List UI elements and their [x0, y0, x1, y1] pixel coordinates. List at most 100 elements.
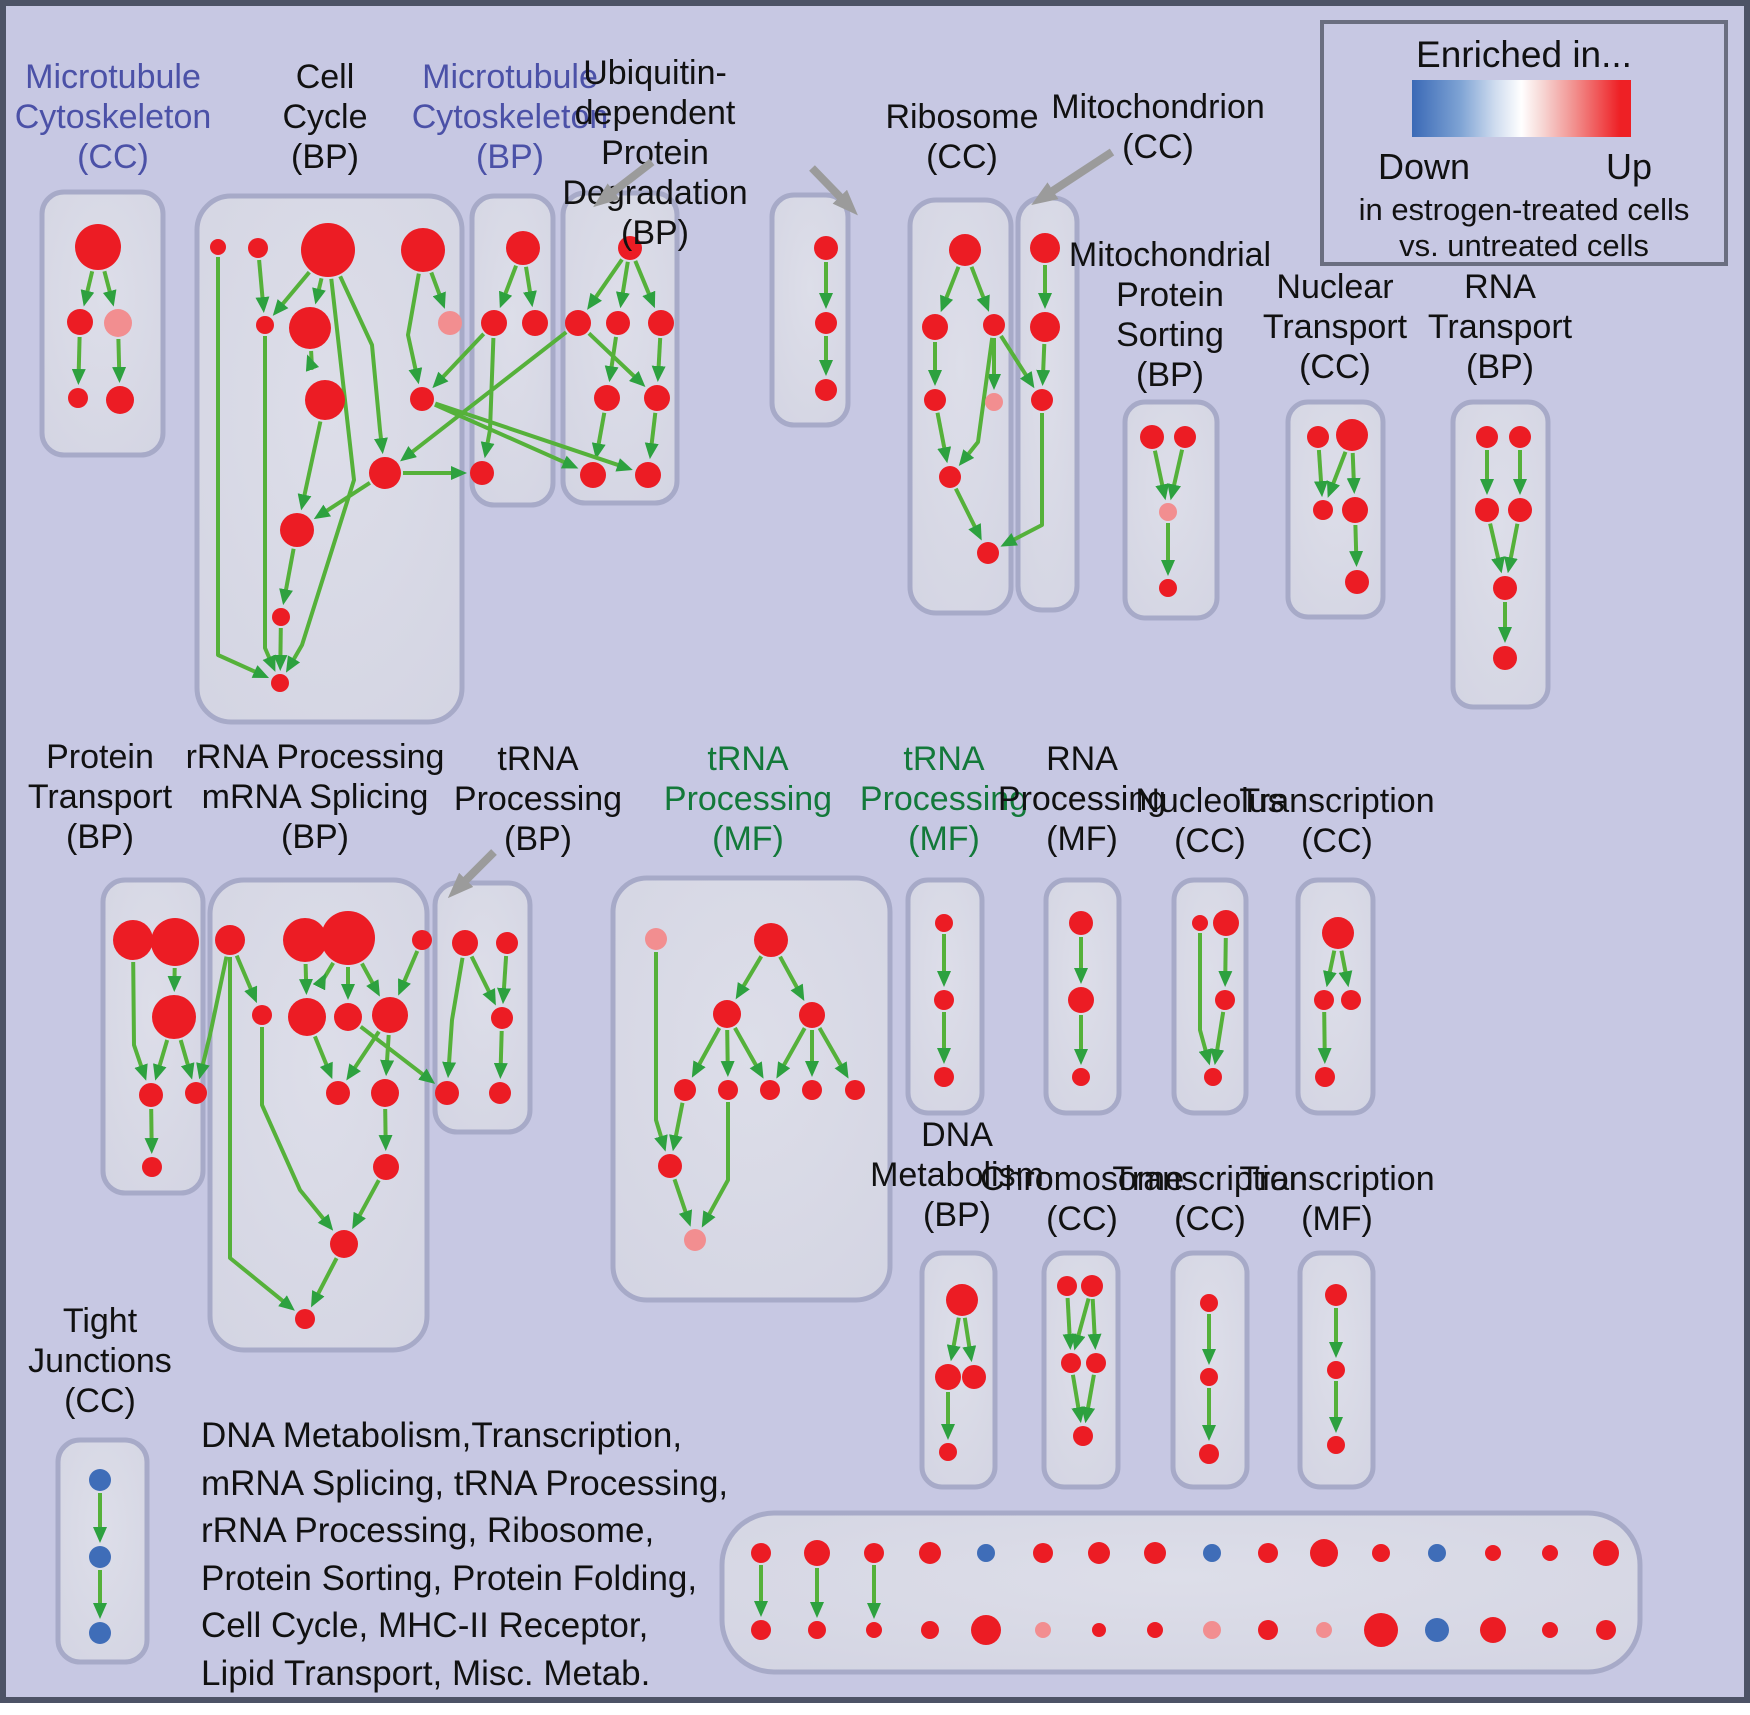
edge-arrow: [1000, 413, 1044, 547]
go-term-node: [1088, 1542, 1110, 1564]
go-term-node: [644, 385, 670, 411]
cluster-label-dna-metabolism: Metabolism: [870, 1156, 1044, 1194]
edge-arrow: [1070, 1374, 1086, 1424]
go-term-node: [89, 1469, 111, 1491]
cluster-label-mito-protein-sorting: Protein: [1116, 276, 1224, 314]
cluster-label-transcription-cc-2: Transcription: [1112, 1160, 1307, 1198]
go-term-node: [939, 1443, 957, 1461]
cluster-label-ubiquitin-degradation: (BP): [621, 214, 689, 252]
go-term-node: [977, 1544, 995, 1562]
edge-arrow: [262, 336, 276, 672]
go-term-node: [799, 1002, 825, 1028]
cluster-label-rna-transport: RNA: [1464, 268, 1536, 306]
cluster-label-chromosome: (CC): [1046, 1200, 1118, 1238]
go-term-node: [804, 1540, 830, 1566]
go-term-node: [1174, 426, 1196, 448]
go-term-node: [751, 1543, 771, 1563]
cluster-label-cell-cycle: Cell: [296, 58, 355, 96]
label-pointer-arrow: [447, 849, 497, 899]
cluster-box-microtubule-bp: [469, 193, 556, 508]
go-term-node: [334, 1003, 362, 1031]
cluster-label-nucleolus: Nucleolus: [1135, 782, 1284, 820]
edge-arrow: [1218, 937, 1233, 987]
edge-arrow: [433, 402, 579, 469]
edge-arrow: [672, 1178, 693, 1227]
go-term-node: [1542, 1622, 1558, 1638]
note-line: DNA Metabolism,Transcription,: [201, 1416, 683, 1455]
cluster-label-transcription-mf: Transcription: [1239, 1160, 1434, 1198]
note-line: rRNA Processing, Ribosome,: [201, 1511, 655, 1550]
edge-arrow: [720, 1029, 735, 1077]
go-term-node: [369, 457, 401, 489]
go-term-node: [1316, 1622, 1332, 1638]
go-term-node: [658, 1154, 682, 1178]
cluster-label-cell-cycle: Cycle: [282, 98, 367, 136]
go-term-node: [410, 387, 434, 411]
go-term-node: [985, 393, 1003, 411]
go-term-node: [939, 466, 961, 488]
edge-arrow: [1062, 1297, 1077, 1350]
cluster-label-tight-junctions: Junctions: [28, 1342, 172, 1380]
go-term-node: [1425, 1618, 1449, 1642]
edge-arrow: [935, 412, 952, 464]
go-term-node: [1372, 1544, 1390, 1562]
legend-gradient-bar: [1412, 80, 1631, 137]
cluster-box-nuclear-transport: [1285, 399, 1386, 620]
go-term-node: [522, 310, 548, 336]
go-term-node: [248, 238, 268, 258]
cluster-label-microtubule-cc: Cytoskeleton: [15, 98, 212, 136]
go-term-node: [1030, 233, 1060, 263]
edge-arrow: [499, 264, 518, 309]
go-term-node: [1485, 1545, 1501, 1561]
go-term-node: [1593, 1540, 1619, 1566]
go-term-node: [921, 1621, 939, 1639]
edge-arrow: [359, 1025, 436, 1084]
edge-arrow: [776, 1027, 807, 1079]
go-term-node: [1140, 425, 1164, 449]
edge-arrow: [279, 548, 296, 606]
go-term-node: [760, 1080, 780, 1100]
cluster-label-rna-processing-mf: RNA: [1046, 740, 1118, 778]
edge-arrow: [615, 261, 630, 309]
go-term-node: [1322, 917, 1354, 949]
edge-arrow: [255, 259, 270, 314]
edge-arrow: [1338, 950, 1353, 988]
cluster-label-trna-mf-small: (MF): [908, 820, 980, 858]
go-term-node: [89, 1546, 111, 1568]
label-pointer-arrow: [809, 165, 858, 216]
go-term-node: [924, 389, 946, 411]
go-term-node: [1072, 1068, 1090, 1086]
go-term-node: [1033, 1543, 1053, 1563]
edge-arrow: [958, 337, 995, 467]
edge-arrow: [228, 957, 295, 1311]
cluster-label-trna-bp: tRNA: [497, 740, 579, 778]
cluster-label-mitochondrion: (CC): [1122, 128, 1194, 166]
cluster-label-protein-transport: Transport: [28, 778, 173, 816]
go-term-node: [922, 314, 948, 340]
edge-arrow: [1323, 950, 1337, 988]
go-term-node: [139, 1083, 163, 1107]
edge-arrow: [338, 275, 388, 455]
cluster-label-microtubule-cc: (CC): [77, 138, 149, 176]
go-term-node: [1159, 503, 1177, 521]
edge-arrow: [523, 266, 537, 308]
edge-arrow: [1503, 523, 1520, 574]
cluster-label-protein-transport: (BP): [66, 818, 134, 856]
go-term-node: [1030, 312, 1060, 342]
edge-arrow: [962, 1317, 977, 1363]
cluster-box-misc-terms: [719, 1510, 1643, 1675]
cluster-label-protein-transport: Protein: [46, 738, 154, 776]
edge-arrow: [311, 1257, 339, 1308]
edge-arrow: [234, 954, 258, 1004]
edge-arrow: [1488, 523, 1505, 574]
edge-arrow: [651, 337, 666, 382]
edge-arrow: [954, 487, 982, 541]
go-term-node: [272, 608, 290, 626]
cluster-label-dna-metabolism: (BP): [923, 1196, 991, 1234]
edge-arrow: [701, 1102, 730, 1228]
edge-arrow: [591, 412, 607, 460]
edge-arrow: [469, 955, 496, 1006]
go-term-node: [1345, 570, 1369, 594]
edge-arrow: [969, 266, 990, 312]
edge-arrow: [360, 962, 380, 997]
